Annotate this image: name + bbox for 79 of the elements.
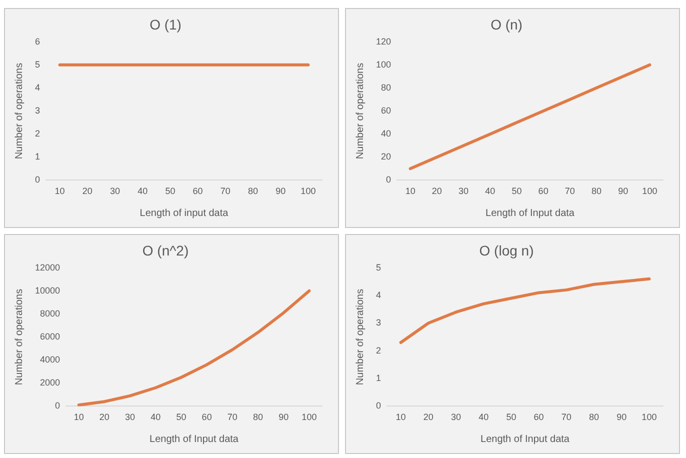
chart-title: O (n) xyxy=(490,16,522,32)
y-axis-title: Number of operations xyxy=(14,62,25,160)
x-tick-label: 90 xyxy=(276,186,286,196)
x-tick-label: 60 xyxy=(538,186,548,196)
x-tick-label: 100 xyxy=(302,412,317,422)
y-tick-label: 6000 xyxy=(40,331,60,342)
y-tick-label: 4000 xyxy=(40,354,60,365)
y-tick-label: 2 xyxy=(34,128,40,139)
y-tick-label: 5 xyxy=(376,262,382,272)
x-tick-label: 10 xyxy=(396,412,406,422)
x-tick-label: 80 xyxy=(591,186,602,196)
x-tick-label: 10 xyxy=(74,412,84,422)
y-tick-label: 0 xyxy=(55,400,60,411)
x-tick-label: 80 xyxy=(588,412,600,422)
x-tick-label: 100 xyxy=(300,186,316,196)
chart-title: O (log n) xyxy=(479,242,534,258)
y-tick-label: 3 xyxy=(34,105,40,116)
x-tick-label: 70 xyxy=(220,186,230,196)
y-tick-label: 40 xyxy=(381,128,392,139)
y-tick-label: 80 xyxy=(381,82,392,92)
x-tick-label: 60 xyxy=(192,186,203,196)
y-tick-label: 4 xyxy=(376,290,382,300)
y-tick-label: 100 xyxy=(376,59,392,70)
x-tick-label: 50 xyxy=(165,186,176,196)
x-tick-label: 50 xyxy=(506,412,516,422)
x-tick-label: 20 xyxy=(82,186,92,196)
y-axis-title: Number of operations xyxy=(354,62,366,160)
x-axis-title: Length of Input data xyxy=(486,208,575,219)
x-tick-label: 40 xyxy=(478,412,489,422)
y-tick-label: 5 xyxy=(34,59,40,70)
x-tick-label: 30 xyxy=(458,186,469,196)
x-axis-title: Length of input data xyxy=(140,208,229,219)
y-tick-label: 1 xyxy=(34,152,40,162)
x-tick-label: 40 xyxy=(150,412,161,422)
y-tick-label: 120 xyxy=(376,36,392,46)
x-tick-label: 10 xyxy=(54,186,65,196)
x-tick-label: 90 xyxy=(618,186,628,196)
x-tick-label: 20 xyxy=(99,412,110,422)
x-tick-label: 20 xyxy=(423,412,434,422)
y-tick-label: 60 xyxy=(381,105,392,116)
y-tick-label: 1 xyxy=(376,373,382,384)
y-tick-label: 2000 xyxy=(40,378,60,388)
x-tick-label: 80 xyxy=(253,412,264,422)
x-tick-label: 50 xyxy=(176,412,186,422)
x-tick-label: 60 xyxy=(202,412,212,422)
y-tick-label: 8000 xyxy=(40,308,60,318)
x-tick-label: 70 xyxy=(561,412,572,422)
y-tick-label: 20 xyxy=(381,152,392,162)
x-axis-title: Length of Input data xyxy=(480,434,570,445)
y-axis-title: Number of operations xyxy=(14,288,25,386)
x-axis-title: Length of Input data xyxy=(150,434,239,445)
x-tick-label: 30 xyxy=(110,186,120,196)
x-tick-label: 10 xyxy=(405,186,416,196)
x-tick-label: 70 xyxy=(227,412,238,422)
x-tick-label: 70 xyxy=(564,186,575,196)
x-tick-label: 50 xyxy=(512,186,522,196)
y-tick-label: 12000 xyxy=(34,262,60,272)
x-tick-label: 20 xyxy=(432,186,442,196)
x-tick-label: 60 xyxy=(534,412,544,422)
x-tick-label: 90 xyxy=(616,412,627,422)
y-tick-label: 0 xyxy=(376,400,382,411)
x-tick-label: 30 xyxy=(450,412,462,422)
y-tick-label: 3 xyxy=(376,318,382,328)
chart-title: O (1) xyxy=(150,16,182,32)
x-tick-label: 80 xyxy=(248,186,258,196)
x-tick-label: 100 xyxy=(642,412,657,422)
x-tick-label: 90 xyxy=(278,412,289,422)
y-tick-label: 4 xyxy=(34,82,40,92)
y-tick-label: 0 xyxy=(386,174,392,185)
y-tick-label: 2 xyxy=(376,345,382,356)
y-tick-label: 10000 xyxy=(34,285,60,296)
y-tick-label: 6 xyxy=(34,36,40,46)
x-tick-label: 40 xyxy=(138,186,148,196)
x-tick-label: 100 xyxy=(642,186,658,196)
x-tick-label: 30 xyxy=(125,412,136,422)
chart-title: O (n^2) xyxy=(142,242,189,258)
y-tick-label: 0 xyxy=(34,174,40,185)
y-axis-title: Number of operations xyxy=(354,288,366,386)
x-tick-label: 40 xyxy=(485,186,496,196)
